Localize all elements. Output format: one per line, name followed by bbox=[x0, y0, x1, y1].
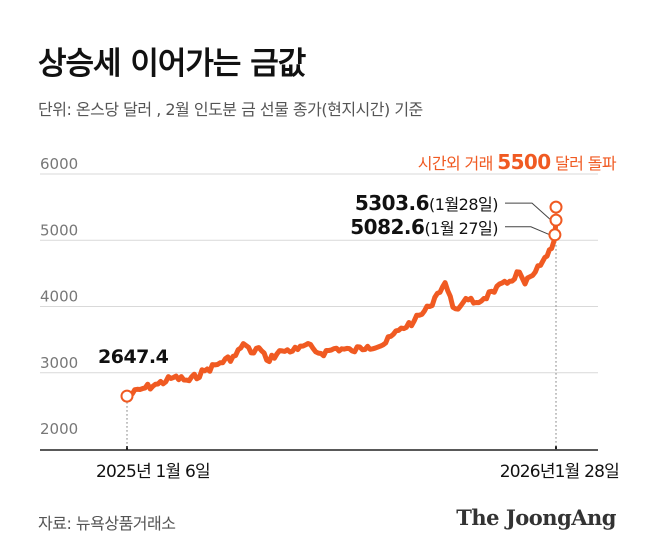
y-tick-label-4000: 4000 bbox=[40, 288, 78, 306]
point-marker-5500 bbox=[549, 200, 563, 214]
y-tick-label-6000: 6000 bbox=[40, 155, 78, 173]
annotation-5082-value: 5082.6 bbox=[350, 215, 424, 239]
leader-line-5082 bbox=[505, 226, 551, 236]
x-tick-label-end: 2026년1월 28일 bbox=[500, 462, 619, 482]
point-marker-5082 bbox=[548, 228, 562, 242]
annotation-5082-date: (1월 27일) bbox=[424, 219, 498, 238]
annotation-5303: 5303.6(1월28일) bbox=[355, 191, 498, 215]
annotation-5303-date: (1월28일) bbox=[429, 195, 498, 214]
annotation-5500: 시간외 거래 5500 달러 돌파 bbox=[418, 150, 617, 174]
annotation-5500-value: 5500 bbox=[497, 150, 550, 174]
annotation-start-value: 2647.4 bbox=[98, 346, 169, 368]
annotation-5303-value: 5303.6 bbox=[355, 191, 429, 215]
publisher-logo: The JoongAng bbox=[456, 505, 616, 530]
start-point-marker bbox=[120, 389, 134, 403]
annotation-5082: 5082.6(1월 27일) bbox=[350, 215, 498, 239]
y-tick-label-5000: 5000 bbox=[40, 221, 78, 239]
source-note: 자료: 뉴욕상품거래소 bbox=[38, 514, 176, 533]
y-tick-label-2000: 2000 bbox=[40, 420, 78, 438]
point-marker-5303 bbox=[549, 213, 563, 227]
annotation-5500-suffix: 달러 돌파 bbox=[551, 154, 617, 173]
price-series-line bbox=[124, 217, 559, 399]
leader-line-5303 bbox=[505, 202, 552, 221]
annotation-5500-prefix: 시간외 거래 bbox=[418, 154, 498, 173]
chart-subtitle: 단위: 온스당 달러 , 2월 인도분 금 선물 종가(현지시간) 기준 bbox=[38, 100, 423, 119]
y-tick-label-3000: 3000 bbox=[40, 354, 78, 372]
x-tick-label-start: 2025년 1월 6일 bbox=[96, 462, 210, 482]
chart-title: 상승세 이어가는 금값 bbox=[38, 46, 306, 82]
